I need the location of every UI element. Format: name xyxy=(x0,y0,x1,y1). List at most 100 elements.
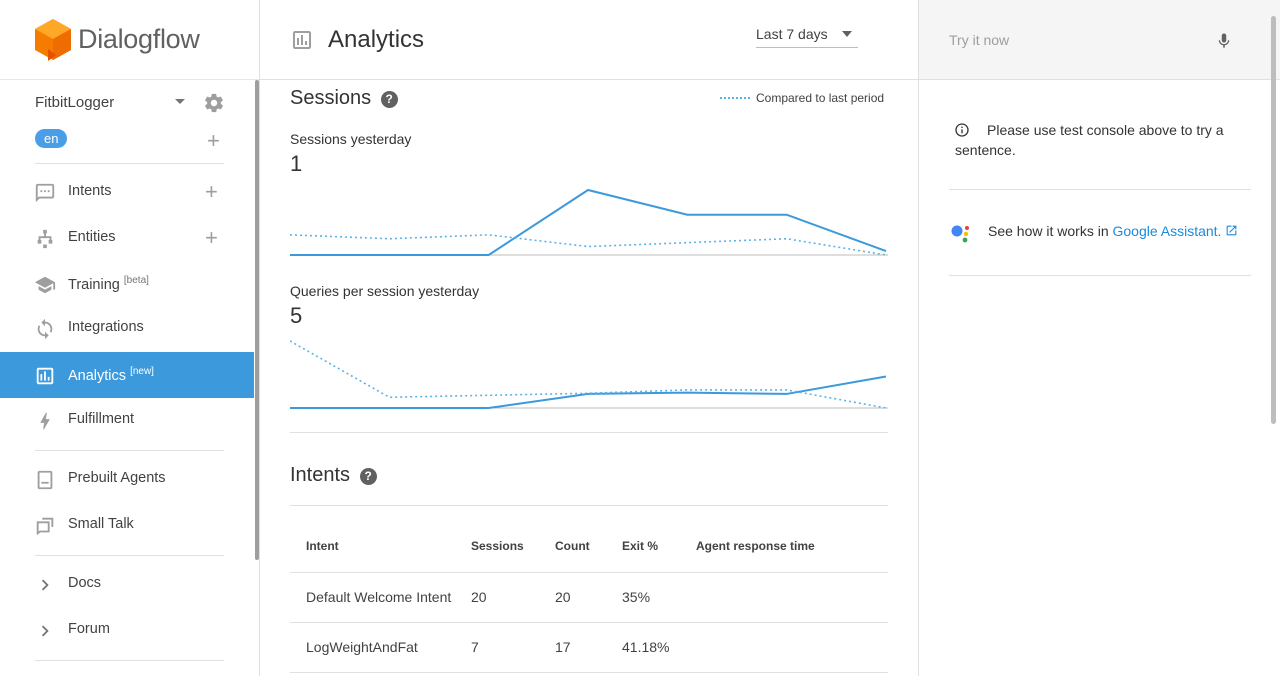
chevron-right-icon xyxy=(41,625,49,637)
bar-chart-icon xyxy=(293,31,311,49)
current-period-line xyxy=(290,188,887,256)
previous-period-line xyxy=(290,340,887,409)
sync-icon xyxy=(37,318,53,340)
info-box: Please use test console above to try a s… xyxy=(949,80,1251,190)
sessions-title-text: Sessions xyxy=(290,87,372,109)
current-period-line xyxy=(290,375,887,409)
sidebar-item-prebuilt-agents[interactable]: Prebuilt Agents xyxy=(0,456,254,502)
column-header[interactable]: Sessions xyxy=(471,520,555,573)
help-icon[interactable]: ? xyxy=(380,91,398,108)
response-time-cell xyxy=(696,572,888,623)
ga-prefix: See how it works in xyxy=(988,223,1113,239)
graduation-cap-icon xyxy=(34,276,56,294)
add-entity-icon[interactable]: + xyxy=(205,225,218,250)
queries-line-chart xyxy=(290,340,888,409)
sidebar-item-fulfillment[interactable]: Fulfillment xyxy=(0,397,254,443)
intent-name[interactable]: LogWeightAndFat xyxy=(290,622,471,673)
divider xyxy=(290,505,888,506)
table-row[interactable]: Default Welcome Intent 20 20 35% xyxy=(290,572,888,623)
chat-windows-icon xyxy=(36,517,54,536)
sidebar-scrollbar[interactable] xyxy=(255,80,259,560)
analytics-label: Analytics xyxy=(68,367,127,384)
sidebar-item-integrations[interactable]: Integrations xyxy=(0,305,254,351)
intent-name[interactable]: Default Welcome Intent xyxy=(290,572,471,623)
app-name: Dialogflow xyxy=(78,24,200,54)
divider xyxy=(35,660,224,661)
exit-cell: 35% xyxy=(622,572,696,623)
chat-bubble-icon xyxy=(35,183,55,203)
main-content: Analytics Last 7 days Sessions ? Compare… xyxy=(260,0,918,676)
sessions-line-chart xyxy=(290,188,888,256)
divider xyxy=(35,450,224,451)
table-row[interactable]: LogWeightAndFat 7 17 41.18% xyxy=(290,622,888,673)
count-cell: 17 xyxy=(555,622,622,673)
date-range-select[interactable]: Last 7 days xyxy=(756,26,858,48)
count-cell: 20 xyxy=(555,572,622,623)
divider xyxy=(290,432,888,433)
divider xyxy=(35,555,224,556)
sidebar-item-docs[interactable]: Docs xyxy=(0,561,254,607)
try-it-input[interactable]: Try it now xyxy=(949,32,1010,48)
language-badge[interactable]: en xyxy=(35,129,68,148)
divider xyxy=(35,163,224,164)
agent-selector[interactable]: FitbitLogger xyxy=(35,92,225,114)
agent-name: FitbitLogger xyxy=(35,93,115,111)
sidebar: Dialogflow FitbitLogger en + Intents + E… xyxy=(0,0,260,676)
sessions-cell: 20 xyxy=(471,572,555,623)
google-assistant-icon xyxy=(951,225,969,243)
help-icon[interactable]: ? xyxy=(359,468,377,485)
sidebar-item-label: Entities xyxy=(68,229,116,245)
chevron-down-icon[interactable] xyxy=(175,99,185,104)
chevron-down-icon xyxy=(842,31,852,37)
add-intent-icon[interactable]: + xyxy=(205,179,218,204)
sidebar-item-small-talk[interactable]: Small Talk xyxy=(0,502,254,548)
response-time-cell xyxy=(696,622,888,673)
console-scrollbar[interactable] xyxy=(1271,16,1276,424)
external-link-icon[interactable] xyxy=(1225,224,1238,237)
training-label: Training xyxy=(68,276,120,293)
language-row: en + xyxy=(35,128,225,153)
column-header[interactable]: Count xyxy=(555,520,622,573)
sessions-cell: 7 xyxy=(471,622,555,673)
add-language-icon[interactable]: + xyxy=(207,128,220,153)
google-assistant-box: See how it works in Google Assistant. xyxy=(949,190,1251,276)
new-tag: [new] xyxy=(130,366,154,377)
google-assistant-text: See how it works in Google Assistant. xyxy=(988,223,1238,239)
sidebar-item-label: Prebuilt Agents xyxy=(68,470,166,486)
google-assistant-link[interactable]: Google Assistant. xyxy=(1112,223,1222,239)
gear-icon[interactable] xyxy=(203,92,225,114)
queries-label: Queries per session yesterday xyxy=(290,283,480,299)
sidebar-item-entities[interactable]: Entities + xyxy=(0,215,254,261)
sidebar-item-label: Fulfillment xyxy=(68,411,135,427)
sessions-yesterday-label: Sessions yesterday xyxy=(290,131,412,147)
sidebar-item-forum[interactable]: Forum xyxy=(0,607,254,653)
table-header-row: Intent Sessions Count Exit % Agent respo… xyxy=(290,520,888,573)
beta-tag: [beta] xyxy=(123,275,149,286)
intents-title: Intents ? xyxy=(290,464,377,487)
app-logo[interactable]: Dialogflow xyxy=(0,0,259,80)
column-header[interactable]: Intent xyxy=(290,520,471,573)
sessions-yesterday-value: 1 xyxy=(290,151,303,176)
sidebar-item-training[interactable]: Training [beta] xyxy=(0,261,254,307)
column-header[interactable]: Agent response time xyxy=(696,520,888,573)
queries-value: 5 xyxy=(290,303,303,328)
sidebar-item-label: Analytics [new] xyxy=(68,366,154,384)
sidebar-item-analytics[interactable]: Analytics [new] xyxy=(0,352,254,398)
legend-dotted-line xyxy=(720,97,750,99)
chevron-right-icon xyxy=(41,579,49,591)
sessions-title: Sessions ? xyxy=(290,87,398,110)
sidebar-item-label: Small Talk xyxy=(68,516,134,532)
bar-chart-icon xyxy=(36,367,54,385)
dialogflow-logo-icon xyxy=(35,18,71,61)
page-title: Analytics xyxy=(328,26,425,53)
column-header[interactable]: Exit % xyxy=(622,520,696,573)
sidebar-item-intents[interactable]: Intents + xyxy=(0,169,254,215)
exit-cell: 41.18% xyxy=(622,622,696,673)
microphone-icon[interactable] xyxy=(1215,30,1233,52)
sidebar-item-label: Training [beta] xyxy=(68,275,149,293)
lightning-icon xyxy=(40,412,50,430)
intents-table: Intent Sessions Count Exit % Agent respo… xyxy=(290,520,888,673)
sidebar-item-label: Intents xyxy=(68,183,112,199)
sidebar-item-label: Forum xyxy=(68,621,110,637)
page-header: Analytics Last 7 days xyxy=(260,0,918,80)
